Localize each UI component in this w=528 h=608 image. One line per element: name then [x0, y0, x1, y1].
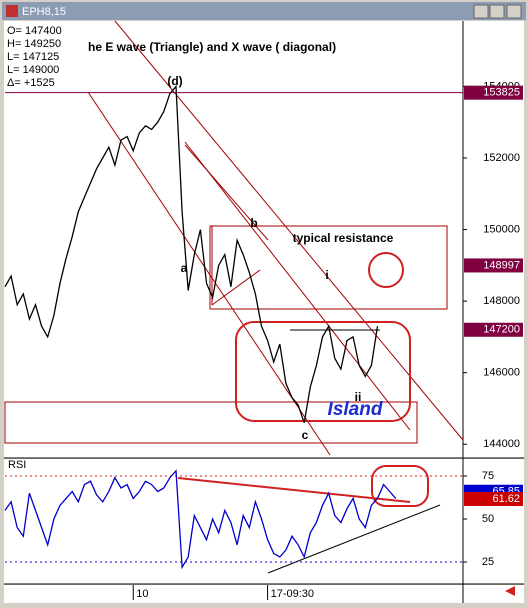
price-tag: [464, 322, 523, 337]
y-tick-label: 25: [482, 556, 494, 568]
annotation: Island: [328, 399, 383, 420]
y-tick-label: 150000: [483, 223, 520, 235]
chart-title: he E wave (Triangle) and X wave ( diagon…: [88, 40, 336, 54]
price-tag-label: 147200: [483, 324, 520, 336]
close-button[interactable]: [506, 4, 522, 19]
x-tick-label: 10: [136, 588, 148, 600]
price-tag-label: 153825: [483, 87, 520, 99]
triangle-line: [211, 269, 261, 306]
rsi-panel: [4, 459, 524, 584]
scroll-arrow[interactable]: [505, 586, 515, 596]
annotation: i: [325, 268, 328, 282]
date-axis: [4, 585, 524, 603]
price-tag: [464, 492, 523, 507]
annotation: (d): [167, 74, 182, 88]
info-line: H= 149250: [7, 38, 61, 50]
price-tag-label: 148997: [483, 259, 520, 271]
annotation: ii: [355, 390, 362, 404]
price-tag: [464, 85, 523, 100]
y-tick-label: 50: [482, 513, 494, 525]
series-line: [4, 84, 379, 424]
window-title: EPH8,15: [22, 6, 66, 18]
y-tick-label: 75: [482, 470, 494, 482]
price-tag: [464, 258, 523, 273]
channel-line: [184, 144, 269, 241]
info-line: O= 147400: [7, 25, 62, 37]
y-tick-label: 146000: [483, 367, 520, 379]
price-tag-label: 61.62: [492, 493, 520, 505]
series-line: [4, 469, 397, 570]
info-line: Δ= +1525: [7, 77, 55, 89]
rsi-highlight: [371, 465, 429, 507]
y-tick-label: 144000: [483, 438, 520, 450]
app-icon: [6, 5, 18, 17]
info-line: L= 149000: [7, 64, 59, 76]
x-tick-label: 17-09:30: [271, 588, 314, 600]
highlight-circle: [368, 252, 404, 288]
island-highlight: [235, 321, 411, 422]
minimize-button[interactable]: [473, 4, 489, 19]
info-box: O= 147400 H= 149250 L= 147125 L= 149000 …: [7, 25, 62, 89]
y-tick-label: 152000: [483, 152, 520, 164]
rsi-trend-line: [177, 477, 411, 503]
title-bar: [2, 2, 526, 20]
channel-line: [87, 91, 331, 456]
info-line: L= 147125: [7, 51, 59, 63]
rsi-title: RSI: [8, 459, 26, 471]
annotation: b: [250, 216, 257, 230]
annotation: c: [302, 428, 309, 442]
maximize-button[interactable]: [489, 4, 505, 19]
channel-line: [184, 141, 411, 431]
price-panel: [4, 21, 524, 458]
island-box: [4, 401, 418, 444]
y-tick-label: 148000: [483, 295, 520, 307]
annotation: a: [181, 261, 188, 275]
resistance-box: [209, 225, 448, 310]
annotation: typical resistance: [293, 231, 394, 245]
